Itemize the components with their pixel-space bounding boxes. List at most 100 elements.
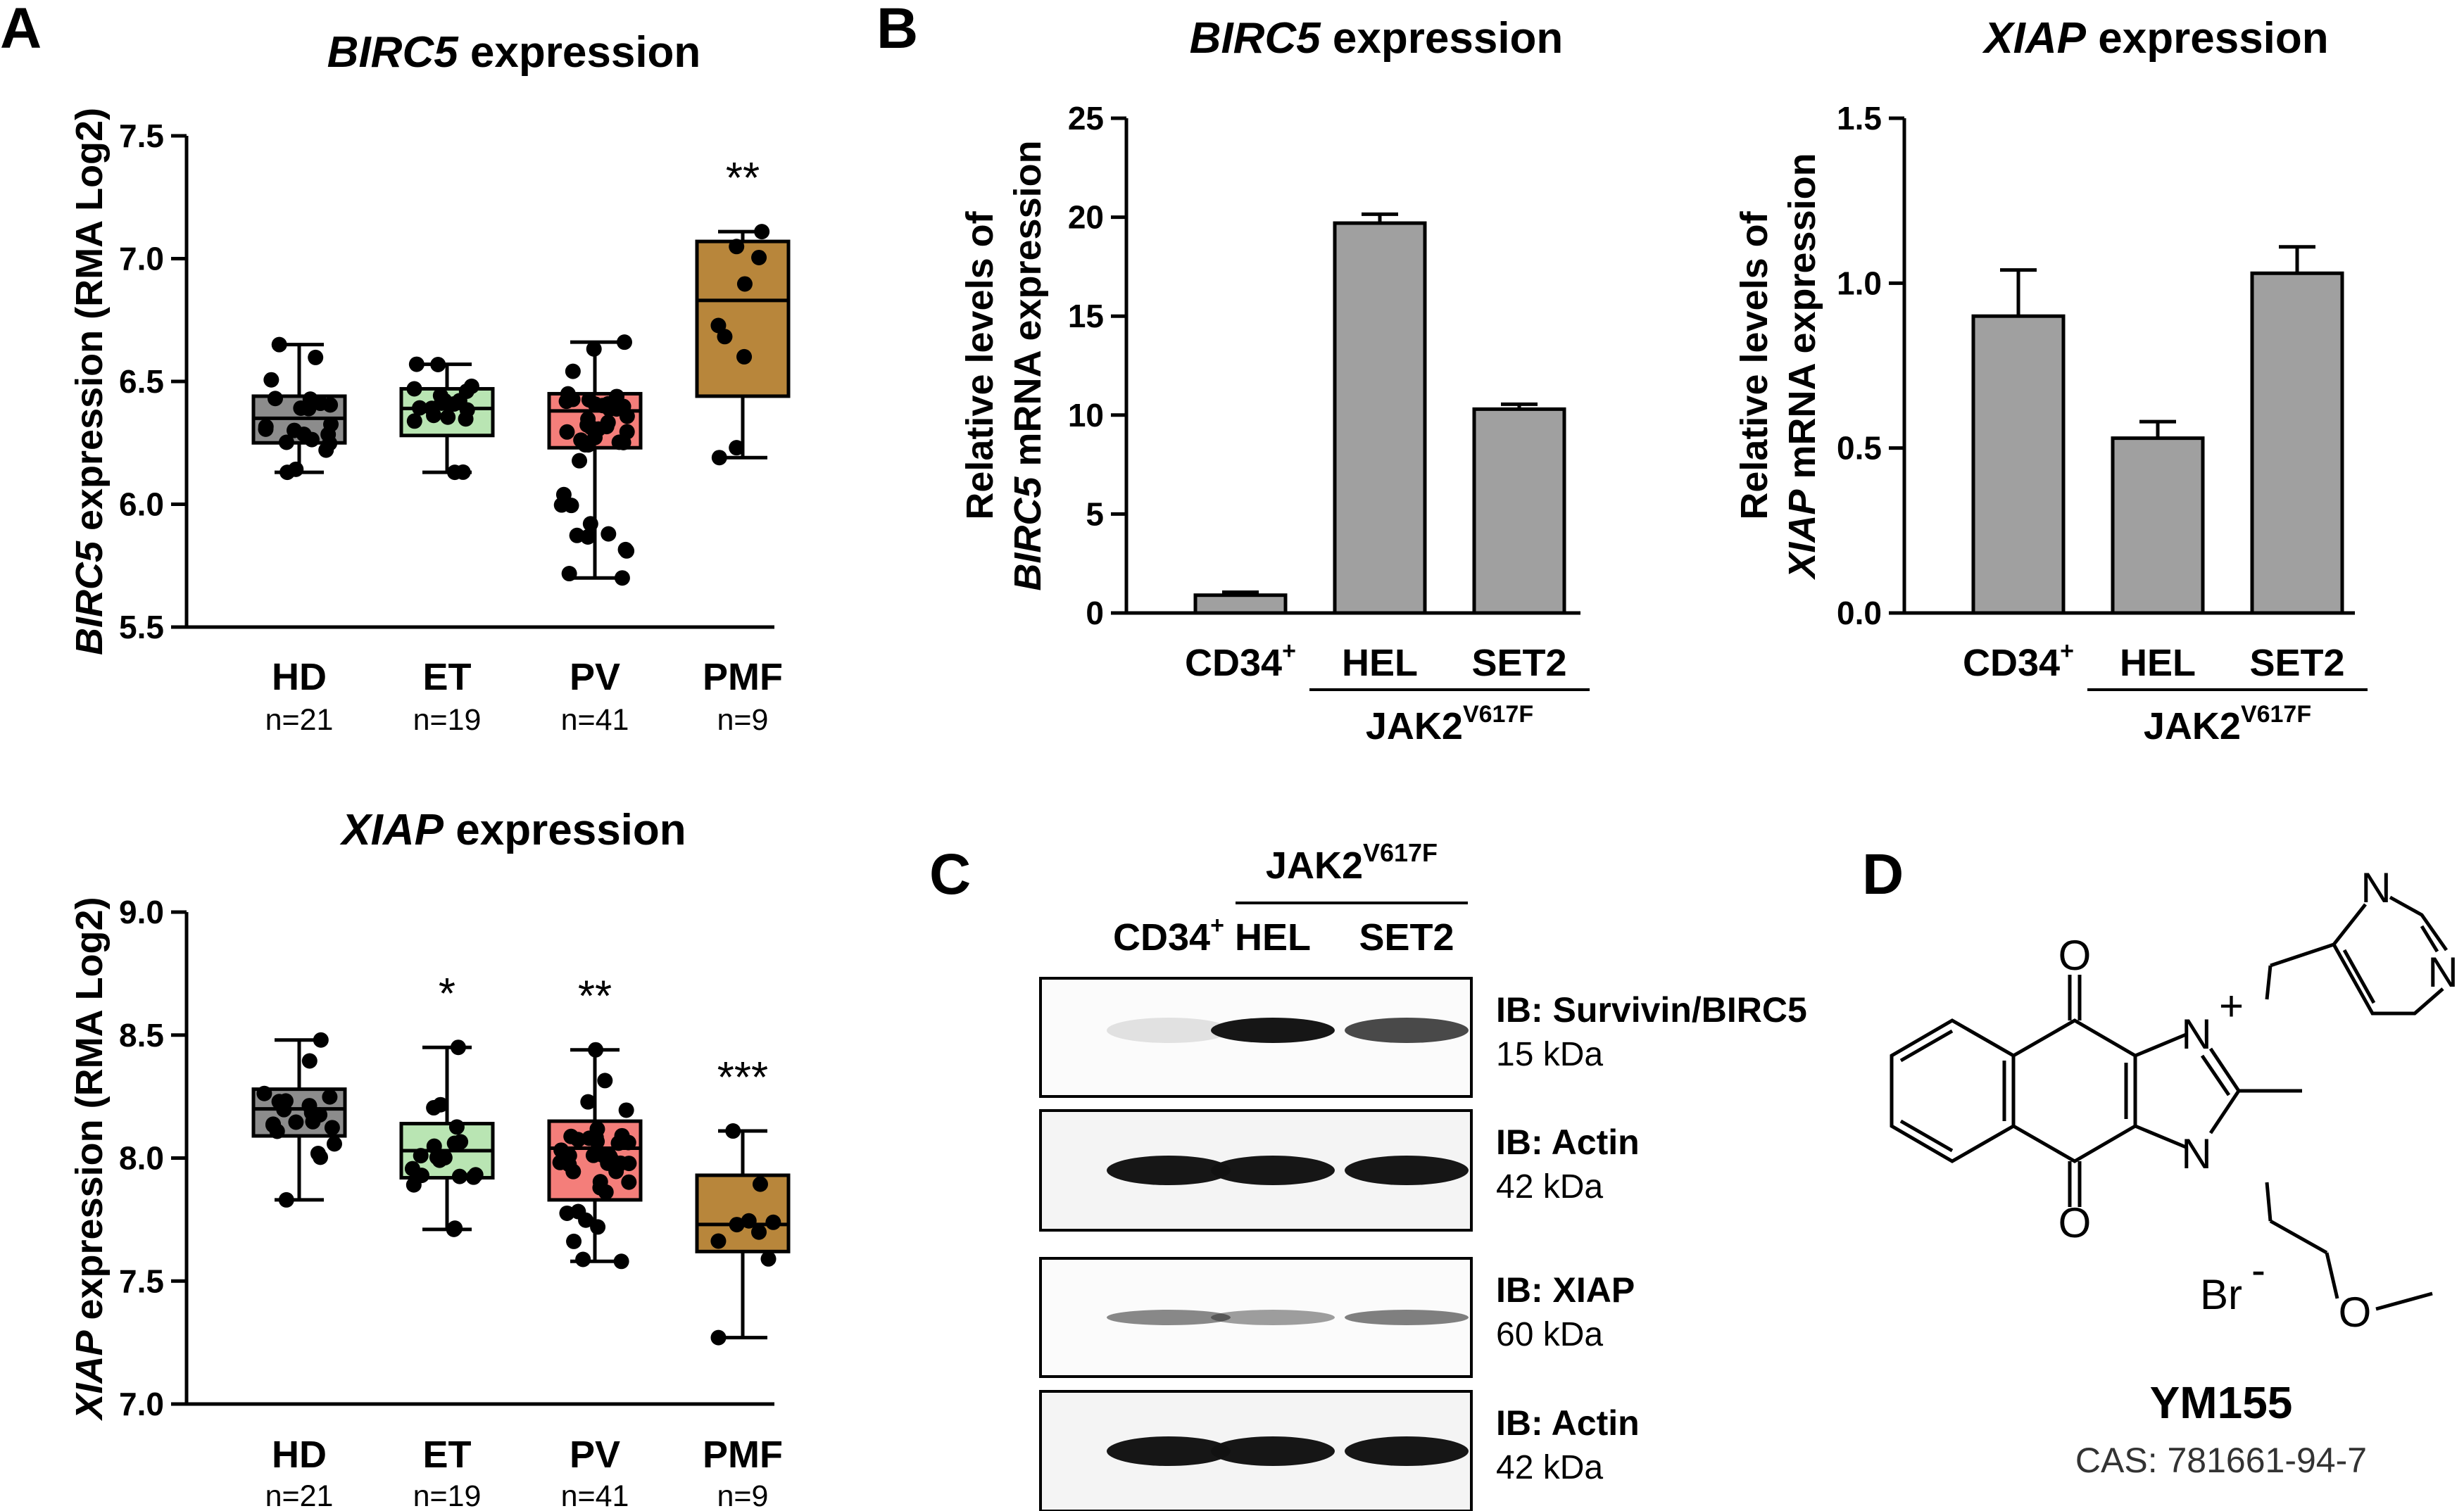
x-category-label: HEL [1342,642,1418,684]
compound-name: YM155 [2150,1377,2293,1428]
data-point [621,1174,637,1190]
blot-antibody-label: IB: Actin [1496,1123,1640,1162]
blot-antibody-label: IB: XIAP [1496,1270,1635,1310]
blot-band [1345,1310,1469,1325]
data-point [751,1224,767,1240]
atom-bromide: Br [2200,1271,2242,1318]
data-point [710,1233,727,1249]
blot-band [1107,1310,1231,1325]
data-point [741,1213,757,1229]
data-point [406,381,422,397]
data-point [565,1163,582,1180]
data-point [580,1094,596,1110]
data-point [271,1094,287,1110]
panel-letter-d: D [1862,842,1904,906]
data-point [303,431,320,448]
atom-o-top: O [2058,932,2092,979]
data-point [429,1149,445,1165]
x-category-label: SET2 [1471,642,1566,684]
blot-band [1107,1156,1231,1185]
lane-label: SET2 [1359,916,1454,959]
pyrazine-bond-3 [2332,943,2444,1016]
data-point [729,239,745,255]
western-blot: JAK2V617F CD34+ HEL SET2 IB: Survivin/BIRC… [1039,838,1807,1511]
n-count-label: n=9 [717,1479,769,1511]
pyrazine-double-2 [2420,925,2439,953]
birc5-barchart: BIRC5 expression 0 5 10 15 20 25 Relative level… [959,14,1590,747]
imid-bond-4 [2208,1089,2241,1134]
atom-n-pyrazine-1: N [2361,864,2391,911]
data-point [611,1134,627,1151]
atom-plus-charge: + [2219,982,2244,1030]
blot-band [1345,1156,1469,1185]
y-tick-label: 0.5 [1837,430,1882,467]
y-tick-label: 8.0 [119,1140,164,1177]
data-point [619,543,635,559]
panel-letter-a: A [0,0,42,61]
data-point [589,1121,605,1137]
xiap-barchart: XIAP expression 0.0 0.5 1.0 1.5 Relative leve… [1733,14,2368,747]
n-count-label: n=19 [413,1479,482,1511]
imid-double [2200,1054,2231,1096]
data-point [412,400,428,416]
data-point [413,1168,429,1184]
y-tick-label: 5 [1086,495,1104,532]
imid-bond-1 [2135,1032,2187,1058]
data-point [256,1085,272,1101]
data-point [268,391,284,407]
chain-bond-2 [2269,1219,2328,1255]
data-point [413,1148,429,1164]
bar [1472,407,1566,615]
blot-molecular-weight: 60 kDa [1496,1316,1603,1353]
lane-label: CD34+ [1113,912,1224,959]
panel-letter-c: C [929,842,971,906]
y-axis-label-line1: Relative levels of [1733,210,1775,519]
imid-bond-3 [2208,1047,2241,1092]
significance-stars: ** [578,973,612,1021]
data-point [434,395,450,411]
y-axis-label-line2: BIRC5 mRNA expression [1007,140,1049,590]
ym155-structure [1890,895,2449,1311]
data-point [559,424,575,440]
box-pmf [695,239,791,398]
y-tick-label: 6.5 [119,363,164,400]
y-tick-label: 15 [1068,298,1104,334]
data-point [258,419,274,435]
y-tick-label: 6.0 [119,486,164,523]
group-label: JAK2V617F [2144,701,2311,747]
nplus-ch2-bond [2265,965,2273,1000]
atom-n-plus: N [2181,1011,2211,1058]
bar [2250,271,2344,615]
n-count-label: n=21 [265,703,334,737]
data-point [448,1119,465,1135]
x-category-label: PMF [703,656,783,698]
data-point [458,411,474,427]
data-point [710,317,727,334]
data-point [326,1136,342,1152]
y-tick-label: 7.0 [119,1386,164,1422]
bar [2111,436,2205,615]
chain-bond-3 [2325,1252,2339,1299]
blot-molecular-weight: 42 kDa [1496,1168,1603,1206]
data-point [408,356,425,372]
bar [1193,593,1288,615]
pyrazine-double-1 [2342,949,2376,1004]
data-point [565,363,581,379]
significance-stars: * [439,970,455,1018]
data-point [278,434,294,450]
y-tick-label: 25 [1068,100,1104,137]
blot-band [1211,1436,1335,1466]
y-tick-label: 0.0 [1837,595,1882,631]
data-point [601,526,617,542]
data-point [308,349,324,365]
y-tick-label: 8.5 [119,1017,164,1054]
data-point [553,1142,570,1158]
data-point [580,437,596,453]
data-point [426,1100,442,1116]
n-count-label: n=41 [561,1479,629,1511]
data-point [322,397,339,413]
data-point [440,409,456,425]
ym155-atom-labels: O O N + N N N O Br - [2058,864,2458,1336]
data-point [322,1089,338,1105]
